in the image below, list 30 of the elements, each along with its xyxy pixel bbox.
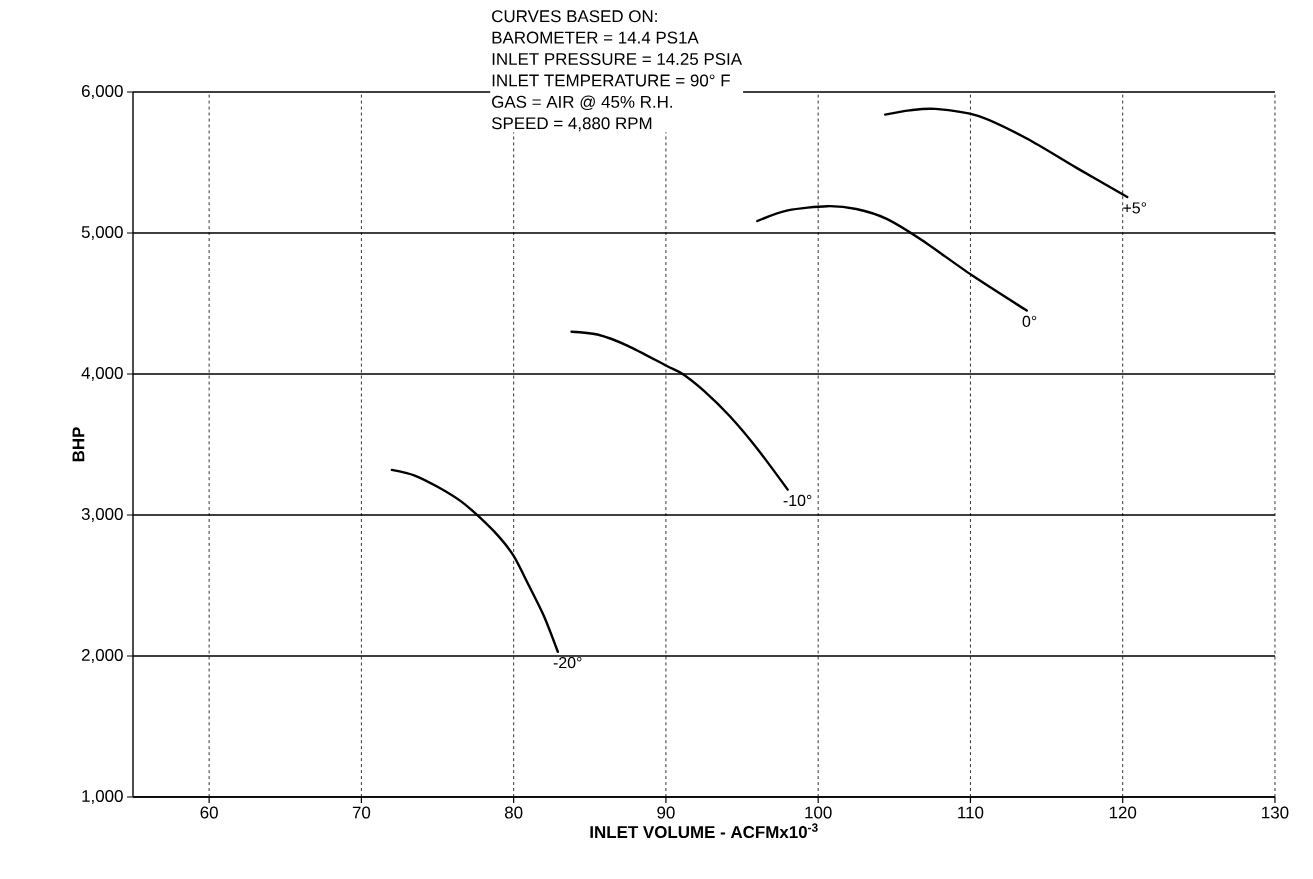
y-tick-label: 4,000: [81, 367, 123, 381]
series-label: +5°: [1123, 202, 1147, 214]
line-series: [390, 468, 560, 653]
y-tick-label: 6,000: [81, 84, 123, 99]
y-tick-label: 2,000: [81, 649, 123, 663]
x-tick-label: 80: [504, 806, 523, 819]
y-axis-title: BHP: [72, 427, 85, 462]
series-label: -10°: [783, 494, 812, 507]
series-label: 0°: [1022, 315, 1037, 328]
text: BAROMETER = 14.4 PS1A: [492, 31, 699, 44]
x-axis-title: INLET VOLUME - ACFMx10$^{-3}$: [590, 823, 818, 839]
text: INLET TEMPERATURE = 90° F: [492, 74, 730, 87]
line-series: [756, 205, 1028, 312]
x-tick-label: 130: [1262, 806, 1289, 819]
line-series: [570, 330, 789, 491]
y-tick-label: 1,000: [82, 790, 123, 804]
x-tick-label: 120: [1109, 806, 1137, 819]
y-tick-label: 5,000: [81, 226, 123, 240]
y-tick-label: 3,000: [81, 508, 123, 522]
x-tick-label: 60: [200, 806, 218, 819]
text: CURVES BASED ON:: [492, 10, 657, 23]
line-series: [883, 107, 1129, 199]
x-tick-label: 100: [805, 806, 832, 819]
x-tick-label: 110: [958, 806, 984, 819]
text: INLET PRESSURE = 14.25 PSIA: [492, 53, 743, 66]
x-tick-label: 90: [657, 806, 675, 819]
x-tick-label: 70: [352, 806, 371, 819]
annotation: GAS = AIR @ 45% R.H.: [492, 95, 673, 111]
annotation: SPEED = 4,880 RPM: [491, 117, 652, 132]
series-label: -20°: [553, 656, 582, 669]
